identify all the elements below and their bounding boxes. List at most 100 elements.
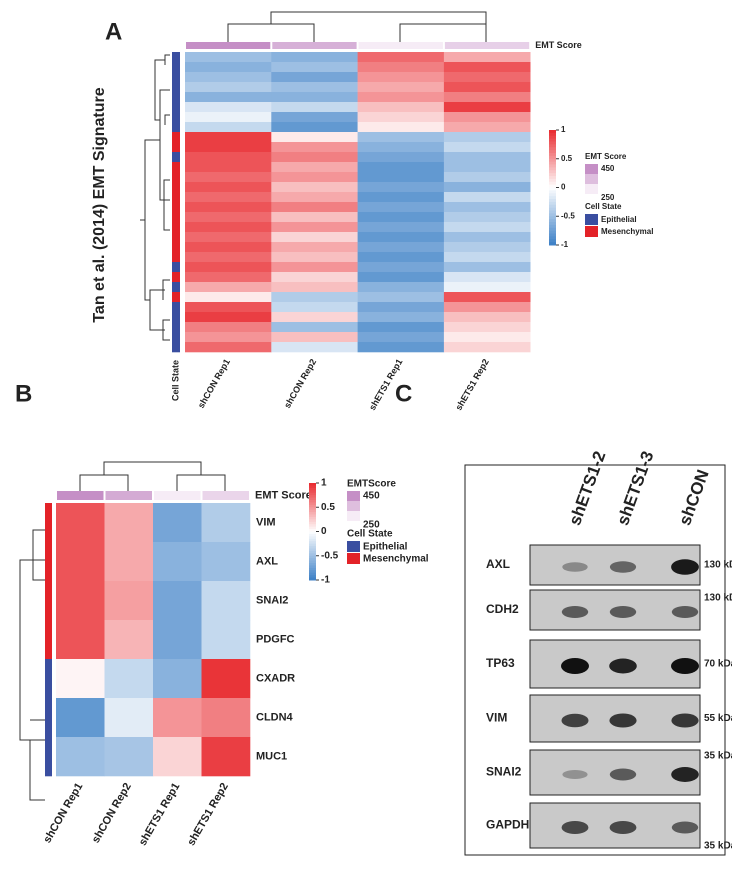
heatmap-cell [185, 232, 272, 243]
heatmap-cell [201, 620, 251, 660]
colorbar-step [549, 224, 556, 229]
row-label: MUC1 [256, 750, 287, 762]
heatmap-cell [271, 302, 358, 313]
colorbar-step [549, 164, 556, 168]
colorbar-step [549, 170, 556, 174]
cell-state-cell [172, 82, 180, 93]
cell-state-cell [172, 112, 180, 123]
heatmap-cell [357, 152, 445, 163]
colorbar-step [309, 504, 316, 508]
heatmap-cell [56, 542, 105, 582]
legend-title: EMT Score [585, 152, 627, 161]
heatmap-cell [443, 92, 531, 103]
heatmap-cell [271, 152, 358, 163]
heatmap-cell [357, 72, 445, 83]
cell-state-cell [45, 542, 52, 582]
colorbar-tick-label: 1 [561, 125, 566, 134]
colorbar-step [309, 560, 316, 564]
heatmap-cell [185, 262, 272, 273]
heatmap-cell [271, 162, 358, 173]
heatmap-cell [271, 312, 358, 323]
heatmap-cell [357, 312, 445, 323]
blot-images [529, 544, 701, 849]
lane-label: shCON [675, 467, 713, 528]
column-label: shETS1 Rep2 [453, 357, 490, 412]
heatmap-cell [104, 620, 154, 660]
colorbar-step [309, 499, 316, 503]
legend-title: Cell State [585, 202, 622, 211]
colorbar-step [549, 222, 556, 226]
legend-swatch [585, 226, 598, 237]
column-label: shCON Rep1 [41, 781, 85, 845]
band [609, 606, 637, 618]
cell-state-cell [172, 232, 180, 243]
colorbar-step [309, 509, 316, 513]
heatmap-cell [443, 212, 531, 223]
colorbar-step [309, 526, 316, 530]
colorbar-step [549, 207, 556, 211]
colorbar-step [309, 575, 316, 579]
heatmap-cell [443, 82, 531, 93]
heatmap-cell [185, 292, 272, 303]
heatmap-cell [185, 282, 272, 293]
heatmap-cell [271, 292, 358, 303]
size-label: 35 kDa [704, 841, 732, 852]
cell-state-cell [172, 292, 180, 303]
column-label: shCON Rep2 [90, 781, 134, 845]
cell-state-cell [45, 698, 52, 738]
heatmap-cell [357, 212, 445, 223]
legend-emt-tick: 450 [601, 164, 615, 173]
cell-state-cell [172, 152, 180, 163]
colorbar-tick-label: 0 [321, 526, 327, 537]
heatmap-cell [271, 142, 358, 153]
heatmap-cell [153, 581, 202, 621]
heatmap-cell [185, 242, 272, 253]
heatmap-cell [185, 72, 272, 83]
heatmap-cell [443, 222, 531, 233]
band [561, 606, 589, 618]
size-label: 35 kDa [704, 751, 732, 762]
heatmap-cell [443, 332, 531, 343]
cell-state-cell [172, 222, 180, 233]
heatmap-cell [357, 182, 445, 193]
colorbar-step [549, 227, 556, 232]
heatmap-cell [443, 142, 531, 153]
heatmap-cell [271, 272, 358, 283]
legend-entry: Mesenchymal [363, 554, 429, 565]
heatmap-cell [271, 332, 358, 343]
heatmap-cell [56, 620, 105, 660]
heatmap-cell [271, 242, 358, 253]
heatmap-cell [357, 142, 445, 153]
legend-entry: Epithelial [363, 542, 408, 553]
heatmap-cell [357, 112, 445, 123]
colorbar-tick-label: -0.5 [321, 550, 339, 561]
heatmap-cell [201, 659, 251, 699]
heatmap-cell [357, 222, 445, 233]
protein-label: CDH2 [486, 602, 519, 616]
colorbar-step [309, 548, 316, 552]
band [609, 821, 637, 834]
heatmap-cell [357, 332, 445, 343]
emt-score-cell [105, 491, 152, 500]
heatmap-cell [153, 503, 202, 543]
heatmap-cell [443, 162, 531, 173]
heatmap-cell [185, 312, 272, 323]
colorbar-step [309, 483, 316, 486]
colorbar-tick-label: -1 [321, 575, 330, 586]
heatmap-cell [185, 142, 272, 153]
legend-emt-swatch [347, 511, 360, 521]
heatmap-cell [443, 72, 531, 83]
heatmap-cell [185, 212, 272, 223]
emt-score-cell [186, 42, 271, 49]
legend-emt-swatch [347, 491, 360, 501]
heatmap-cell [153, 542, 202, 582]
band [561, 658, 589, 674]
lane-label: shETS1-2 [565, 449, 609, 528]
heatmap-cell [271, 282, 358, 293]
heatmap-cell [271, 322, 358, 333]
heatmap-cell [56, 737, 105, 777]
heatmap-cell [357, 102, 445, 113]
heatmap-cell [185, 222, 272, 233]
cell-state-cell [172, 102, 180, 113]
heatmap-cell [357, 242, 445, 253]
